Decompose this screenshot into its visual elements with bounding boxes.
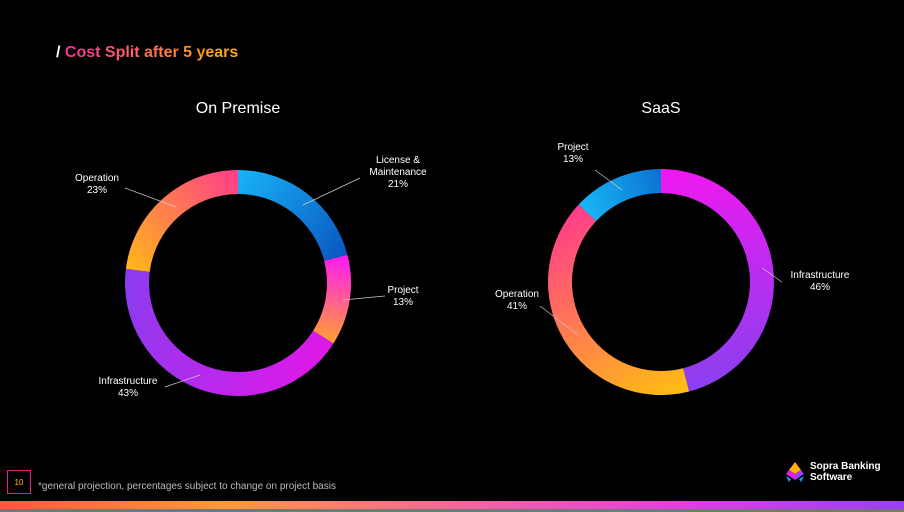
- leader-line: [539, 305, 579, 336]
- leader-line: [761, 267, 783, 283]
- logo-line-1: Sopra Banking: [810, 461, 881, 472]
- slice-label: Operation: [75, 173, 119, 184]
- footnote: *general projection, percentages subject…: [38, 481, 336, 492]
- slice-infrastructure[interactable]: [124, 268, 334, 397]
- slice-value: 13%: [563, 154, 583, 165]
- page-number: 10: [7, 470, 31, 494]
- slice-project[interactable]: [578, 169, 661, 222]
- slice-label: Infrastructure: [791, 270, 850, 281]
- slice-value: 41%: [507, 301, 527, 312]
- bottom-gradient-bar: [0, 501, 904, 509]
- logo: Sopra Banking Software: [786, 461, 881, 483]
- slice-label: License &: [376, 155, 420, 166]
- slice-label: Maintenance: [369, 167, 427, 178]
- slice-label: Operation: [495, 289, 539, 300]
- sopra-logo-icon: [786, 462, 804, 482]
- slice-value: 21%: [388, 179, 408, 190]
- leader-line: [164, 374, 201, 388]
- slice-label: Project: [387, 285, 418, 296]
- slice-label: Project: [557, 142, 588, 153]
- chart-title: On Premise: [196, 100, 281, 117]
- logo-line-2: Software: [810, 472, 853, 483]
- chart-title: SaaS: [641, 100, 680, 117]
- leader-line: [302, 177, 361, 206]
- leader-line: [594, 169, 623, 191]
- slice-operation[interactable]: [125, 170, 238, 272]
- slice-value: 43%: [118, 388, 138, 399]
- slice-infrastructure[interactable]: [661, 169, 774, 392]
- slice-project[interactable]: [313, 254, 351, 344]
- slide-title: / Cost Split after 5 years: [56, 44, 239, 61]
- slice-license-maintenance[interactable]: [238, 170, 348, 261]
- slice-value: 13%: [393, 297, 413, 308]
- slice-value: 46%: [810, 282, 830, 293]
- slice-operation[interactable]: [548, 204, 690, 395]
- slice-value: 23%: [87, 185, 107, 196]
- slice-label: Infrastructure: [99, 376, 158, 387]
- leader-line: [124, 187, 177, 208]
- bottom-divider: [0, 509, 904, 512]
- leader-line: [342, 295, 386, 301]
